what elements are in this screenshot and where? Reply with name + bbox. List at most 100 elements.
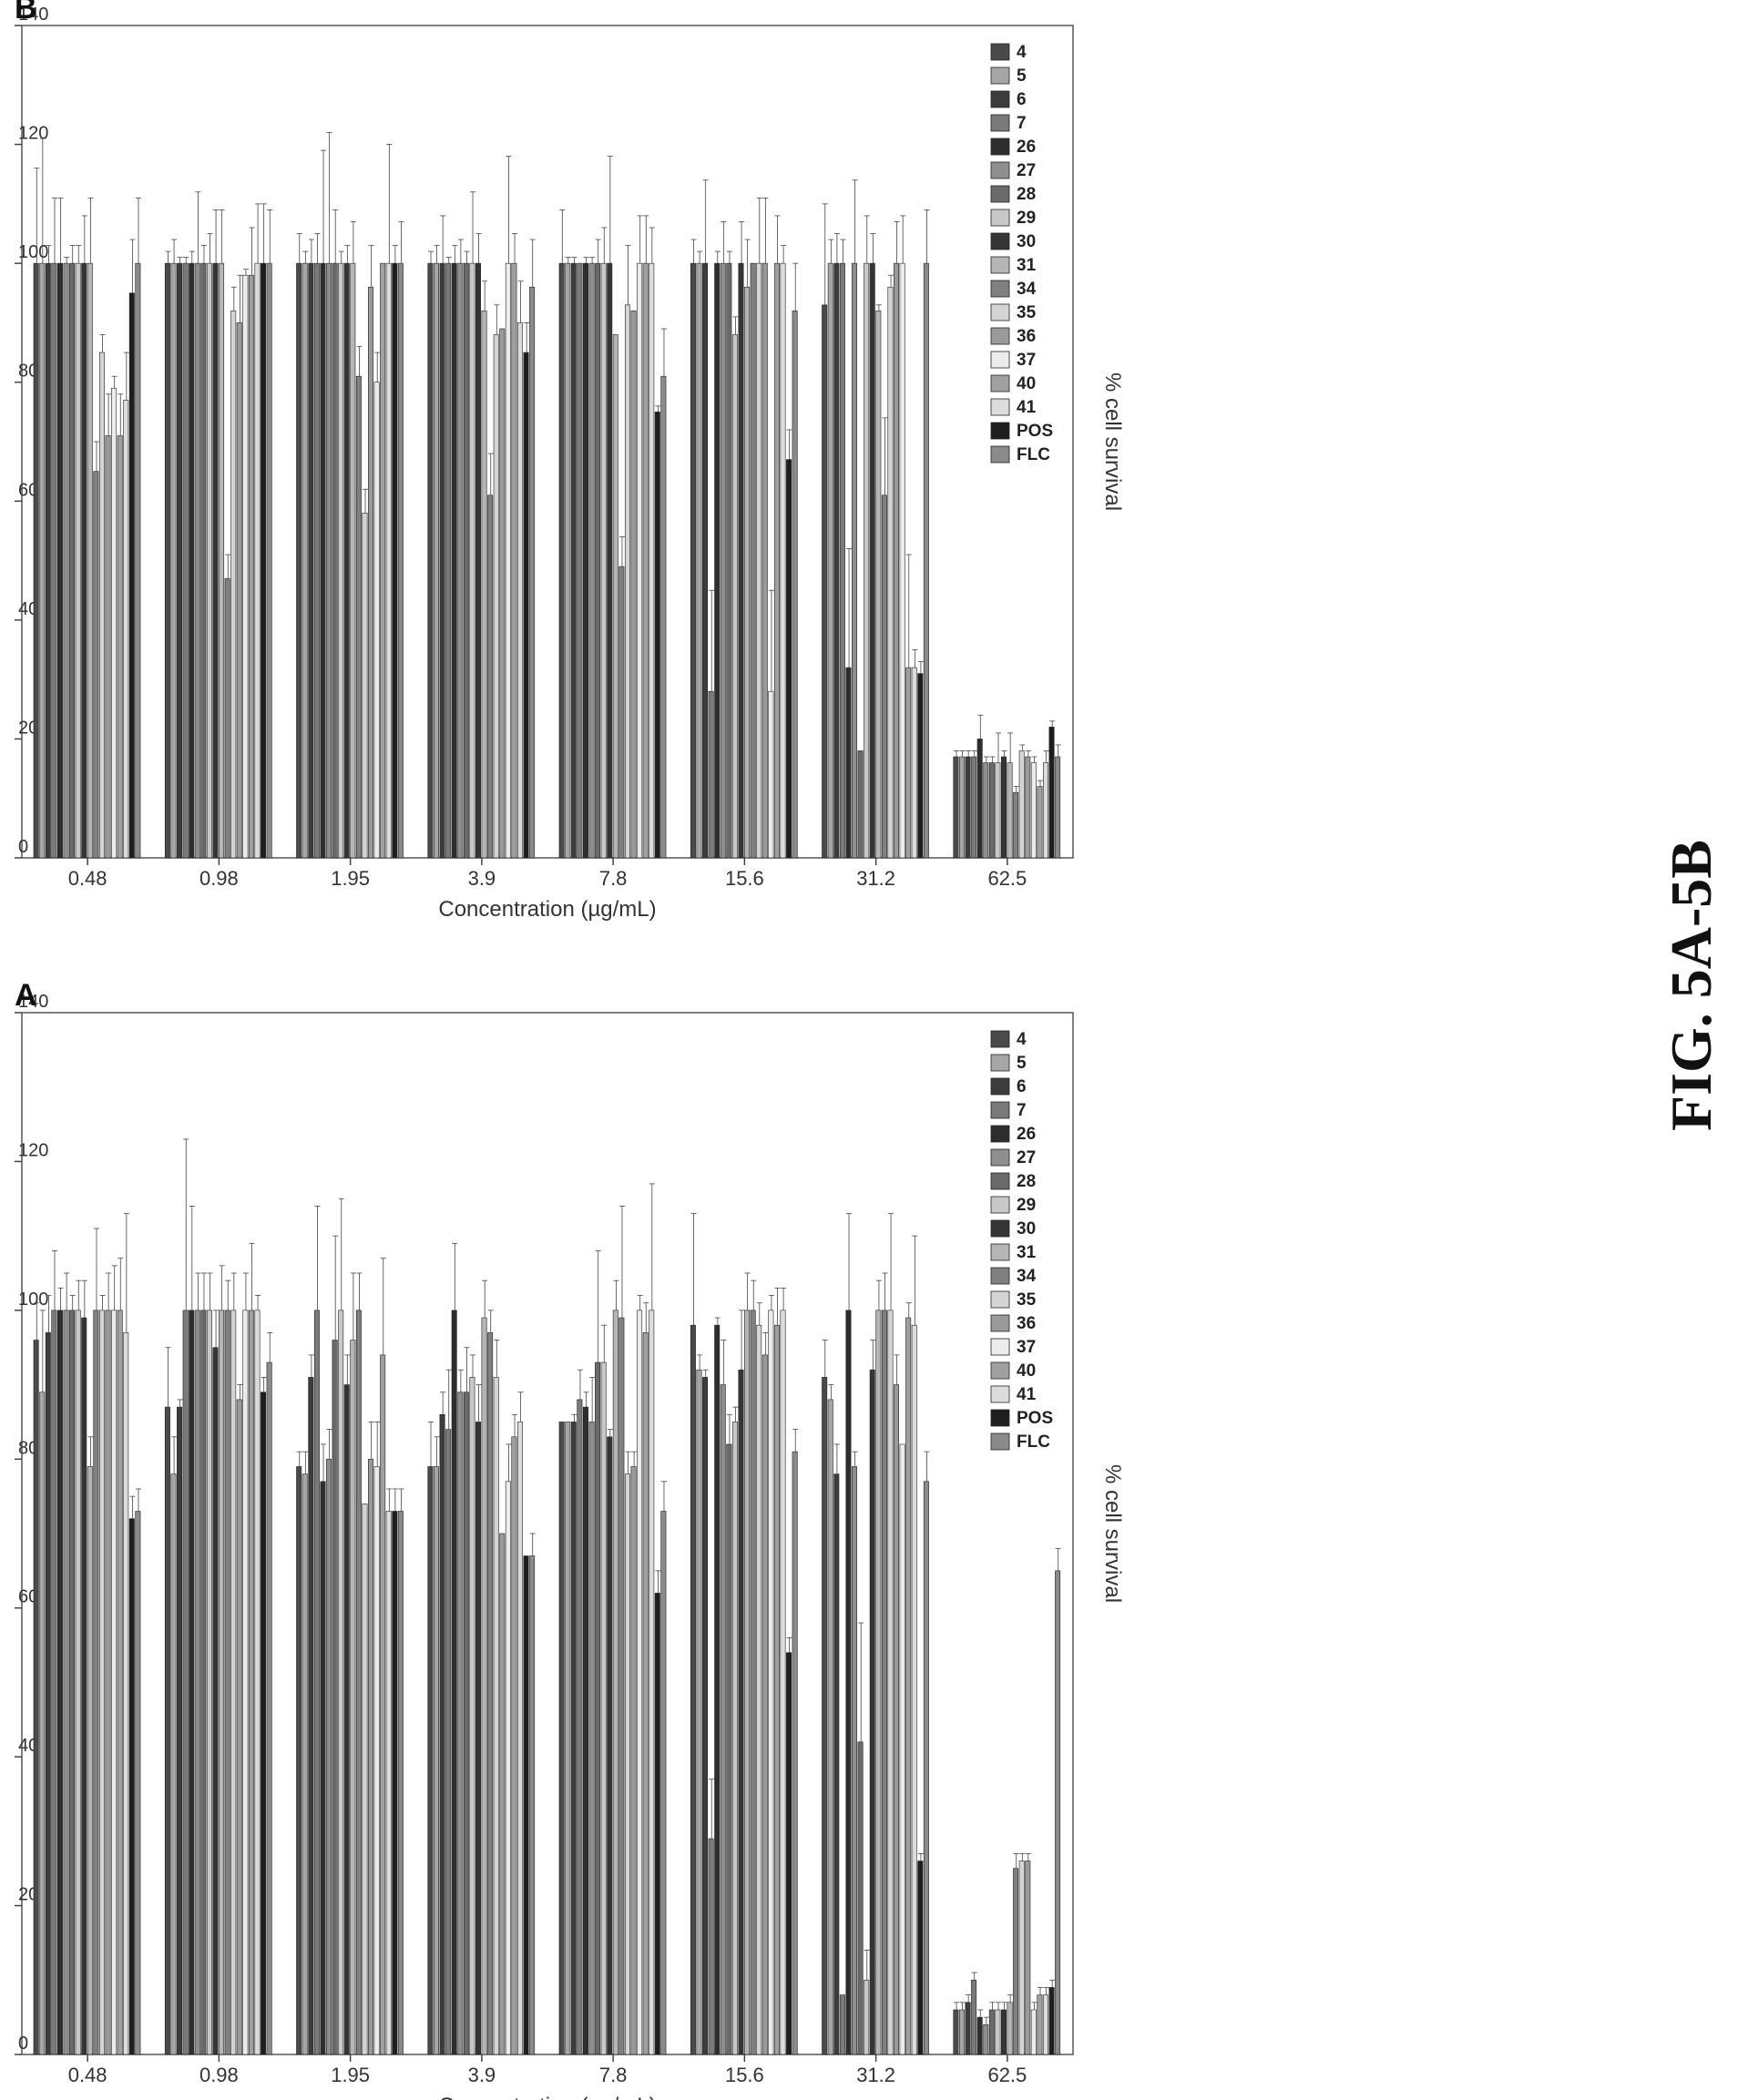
legend-label-FLC: FLC	[1017, 1432, 1050, 1452]
bar-28-0.48	[69, 262, 76, 859]
bar-4-31.2	[822, 304, 828, 859]
bar-4-1.95	[296, 262, 302, 859]
bar-26-0.98	[189, 1310, 195, 2055]
legend-label-36: 36	[1017, 1314, 1036, 1333]
bar-35-7.8	[624, 304, 630, 859]
bar-4-3.9	[427, 262, 434, 859]
bar-5-1.95	[302, 262, 308, 859]
category-tick-label: 62.5	[987, 2064, 1027, 2086]
bar-POS-0.48	[128, 1518, 135, 2055]
legend-swatch-40	[990, 1361, 1010, 1380]
legend-swatch-31	[990, 256, 1010, 274]
legend-swatch-27	[990, 1148, 1010, 1167]
bar-4-15.6	[690, 1324, 696, 2055]
bar-27-1.95	[326, 1458, 332, 2055]
bar-29-3.9	[469, 262, 475, 859]
bar-26-31.2	[845, 667, 852, 859]
bar-34-3.9	[487, 494, 494, 859]
legend-swatch-36	[990, 1314, 1010, 1332]
bar-31-7.8	[612, 334, 618, 859]
bar-4-0.48	[33, 1340, 39, 2055]
bar-27-0.48	[63, 1310, 69, 2055]
bar-29-31.2	[864, 262, 870, 859]
bar-41-0.48	[123, 399, 129, 859]
bar-41-1.95	[385, 262, 392, 859]
bar-36-1.95	[368, 286, 374, 859]
legend-swatch-FLC	[990, 1432, 1010, 1451]
category-tick-label: 0.98	[199, 867, 239, 890]
legend-label-6: 6	[1017, 90, 1027, 109]
bar-7-0.48	[51, 262, 57, 859]
category-tick-label: 3.9	[468, 2064, 496, 2086]
bar-28-15.6	[726, 1443, 732, 2055]
bar-35-15.6	[756, 262, 762, 859]
bar-6-3.9	[439, 262, 445, 859]
bar-5-62.5	[959, 756, 965, 859]
legend-swatch-4	[990, 1030, 1010, 1048]
bar-41-7.8	[649, 1310, 655, 2055]
legend-label-40: 40	[1017, 374, 1036, 393]
bar-36-1.95	[368, 1458, 374, 2055]
bar-40-1.95	[380, 262, 386, 859]
bar-27-3.9	[457, 262, 464, 859]
legend-label-34: 34	[1017, 1267, 1037, 1286]
bar-34-15.6	[750, 1310, 756, 2055]
bar-30-62.5	[1001, 2009, 1007, 2055]
bar-35-1.95	[362, 1504, 368, 2055]
category-tick-label: 1.95	[331, 2064, 370, 2086]
bar-4-7.8	[558, 262, 565, 859]
bar-30-7.8	[607, 1436, 613, 2055]
bar-6-15.6	[702, 1377, 709, 2055]
bar-34-0.98	[224, 577, 230, 859]
bar-41-7.8	[649, 262, 655, 859]
bar-29-15.6	[731, 334, 738, 859]
bar-POS-1.95	[392, 262, 398, 859]
bar-5-0.98	[170, 1473, 177, 2055]
bar-28-3.9	[463, 1392, 469, 2055]
bar-31-0.98	[219, 262, 225, 859]
category-tick-label: 7.8	[599, 867, 628, 890]
bar-31-3.9	[481, 311, 487, 859]
bar-41-3.9	[517, 1422, 523, 2055]
legend-swatch-29	[990, 209, 1010, 227]
bar-37-7.8	[637, 1310, 643, 2055]
bar-26-15.6	[714, 262, 721, 859]
bar-36-31.2	[894, 1384, 900, 2055]
legend-label-34: 34	[1017, 280, 1037, 299]
legend-swatch-POS	[990, 1409, 1010, 1427]
bar-26-3.9	[451, 262, 457, 859]
legend-swatch-35	[990, 1290, 1010, 1309]
bar-31-7.8	[612, 1310, 618, 2055]
bar-5-15.6	[696, 262, 702, 859]
bar-26-0.48	[56, 262, 63, 859]
bar-36-0.98	[236, 322, 242, 859]
bar-7-3.9	[445, 262, 452, 859]
bar-27-1.95	[326, 262, 332, 859]
bar-7-31.2	[839, 1994, 845, 2055]
category-tick-label: 31.2	[856, 867, 895, 890]
bar-FLC-3.9	[529, 286, 536, 859]
bar-36-31.2	[894, 262, 900, 859]
bar-POS-7.8	[654, 412, 660, 859]
bar-FLC-0.48	[135, 262, 141, 859]
bar-36-7.8	[630, 311, 637, 859]
category-tick-label: 15.6	[725, 867, 764, 890]
bar-4-31.2	[822, 1377, 828, 2055]
plot-frame	[21, 1012, 1074, 2055]
bar-36-0.48	[105, 1310, 111, 2055]
bar-28-7.8	[595, 262, 601, 859]
bar-27-15.6	[720, 262, 726, 859]
bar-36-15.6	[761, 262, 768, 859]
bar-5-31.2	[827, 262, 833, 859]
bar-37-15.6	[768, 690, 774, 859]
bar-26-15.6	[714, 1324, 721, 2055]
bar-26-1.95	[320, 262, 326, 859]
bar-5-0.98	[170, 262, 177, 859]
legend-label-36: 36	[1017, 327, 1036, 346]
bar-4-15.6	[690, 262, 696, 859]
bar-6-1.95	[308, 262, 314, 859]
legend-label-28: 28	[1017, 1172, 1036, 1191]
bar-5-15.6	[696, 1369, 702, 2055]
bar-28-62.5	[988, 762, 995, 859]
